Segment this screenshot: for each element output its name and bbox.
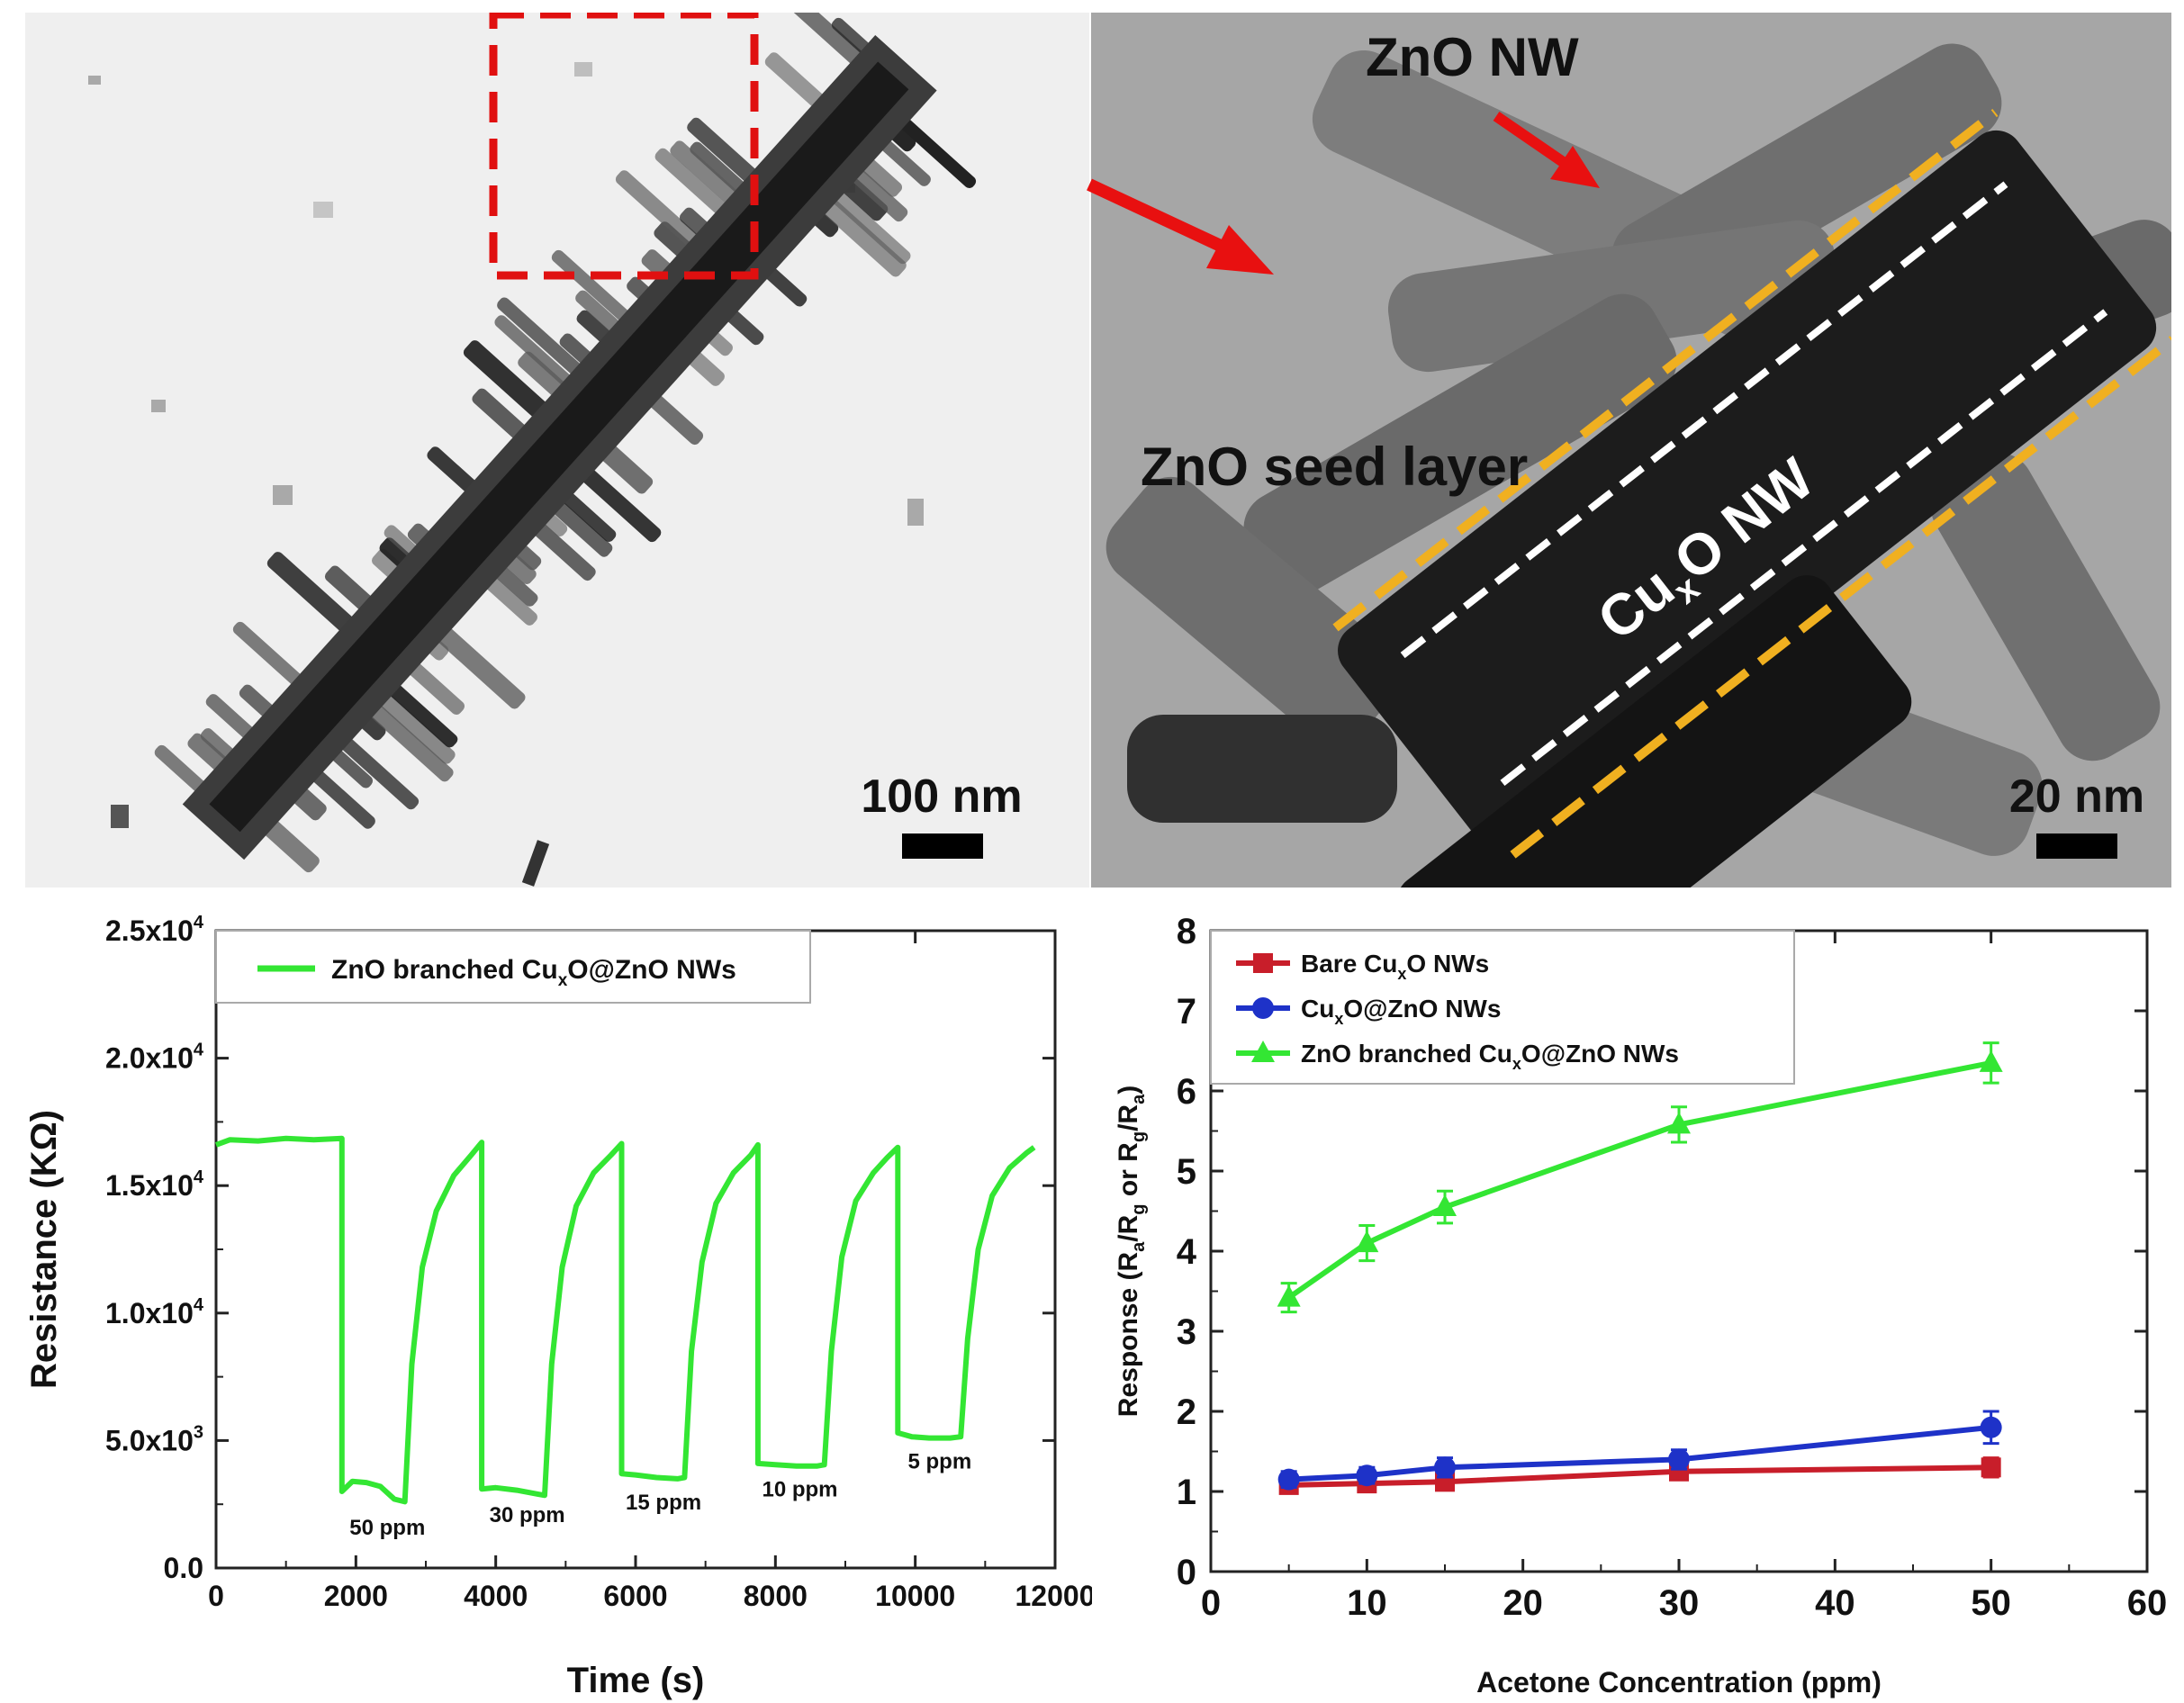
x-tick-label: 2000 [324,1580,388,1612]
x-tick-label: 30 [1659,1583,1700,1623]
seed-layer-boundary-bottom [1510,336,2171,859]
data-point-triangle [1979,1050,2003,1072]
label-zno-nw: ZnO NW [1366,27,1579,87]
scale-bar [902,833,983,859]
concentration-annotation: 15 ppm [626,1491,701,1515]
x-tick-label: 20 [1503,1583,1543,1623]
tem-high-mag-drawing: ZnO NW ZnO seed layer CuxO NW 20 nm [1091,13,2171,888]
data-point-circle [1277,1468,1300,1491]
x-tick-label: 6000 [603,1580,667,1612]
x-tick-label: 50 [1971,1583,2011,1623]
y-tick-label: 3 [1177,1312,1196,1352]
data-point-triangle [1433,1194,1457,1217]
zno-nw-arrow [1493,112,1600,188]
y-tick-label: 4 [1177,1232,1197,1272]
nanowire-with-branches [154,13,977,873]
y-tick-label: 1 [1177,1473,1196,1512]
x-tick-label: 10 [1347,1583,1387,1623]
x-tick-label: 4000 [464,1580,528,1612]
seed-layer-boundary-top [1332,108,1999,632]
y-tick-label: 6 [1177,1072,1196,1112]
legend-label: ZnO branched CuxO@ZnO NWs [1301,1040,1679,1073]
scale-bar [2036,833,2117,859]
x-tick-label: 8000 [744,1580,808,1612]
scale-bar-label: 20 nm [2009,770,2144,823]
x-tick-label: 60 [2127,1583,2168,1623]
scale-bar-label: 100 nm [861,770,1022,823]
concentration-annotation: 50 ppm [349,1516,425,1540]
concentration-annotation: 10 ppm [763,1478,838,1502]
label-zno-seed-layer: ZnO seed layer [1141,437,1528,497]
data-point-triangle [1251,1041,1275,1062]
y-tick-label: 1.5x104 [105,1167,204,1202]
concentration-annotation: 5 ppm [908,1450,972,1474]
concentration-annotation: 30 ppm [490,1503,565,1527]
y-tick-label: 8 [1177,912,1196,951]
resistance-time-chart: 0 2000 4000 6000 8000 10000 12000 0.0 5.0x103 1.0… [24,913,1092,1700]
legend-label: ZnO branched CuxO@ZnO NWs [331,955,736,990]
data-point-circle [1252,997,1274,1019]
y-tick-label: 2 [1177,1392,1196,1432]
x-tick-label: 10000 [875,1580,955,1612]
tem-image-high-mag: ZnO NW ZnO seed layer CuxO NW 20 nm [1091,13,2171,888]
data-point-triangle [1277,1284,1301,1307]
response-concentration-chart: 0 10 20 30 40 50 60 0 1 2 3 4 5 6 7 8 Acetone Concentrat… [1114,912,2168,1698]
data-point-square [1253,953,1273,973]
tem-specks [88,62,924,887]
x-tick-label: 0 [1201,1583,1221,1623]
y-tick-label: 7 [1177,992,1196,1032]
data-point-circle [1980,1416,2002,1438]
y-axis-label: Response (Ra/Rg or Rg/Ra) [1114,1086,1149,1417]
x-tick-label: 40 [1815,1583,1855,1623]
data-point-circle [1668,1448,1690,1471]
core-boundary-top [1400,181,2008,659]
legend-box [1210,930,1795,1085]
x-axis-label: Acetone Concentration (ppm) [1476,1666,1882,1698]
y-tick-label: 0 [1177,1553,1196,1592]
y-tick-label: 2.0x104 [105,1041,204,1075]
y-tick-label: 1.0x104 [105,1295,204,1329]
y-axis-label: Resistance (KΩ) [24,1110,64,1389]
x-axis-label: Time (s) [567,1661,705,1700]
data-point-circle [1434,1456,1456,1479]
data-point-square [1981,1457,2001,1478]
data-point-circle [1356,1464,1378,1487]
zoom-arrow [1087,178,1274,275]
legend-label: CuxO@ZnO NWs [1301,995,1501,1028]
x-tick-label: 12000 [1015,1580,1092,1612]
y-tick-label: 2.5x104 [105,913,204,947]
zoom-region-box [489,13,759,280]
data-point-triangle [1355,1230,1379,1253]
resistance-series-line [214,1135,1036,1505]
core-boundary-bottom [1500,309,2108,787]
series-line [1286,1059,1992,1301]
legend-label: Bare CuxO NWs [1301,950,1489,983]
data-point-triangle [1667,1112,1691,1134]
tem-low-mag-drawing: 100 nm [25,13,1089,888]
tem-image-low-mag: 100 nm [25,13,1089,888]
y-tick-label: 5.0x103 [105,1422,203,1456]
cuxo-core [1332,108,2171,888]
x-tick-label: 0 [208,1580,224,1612]
y-tick-label: 5 [1177,1152,1196,1192]
y-tick-label: 0.0 [164,1552,203,1584]
